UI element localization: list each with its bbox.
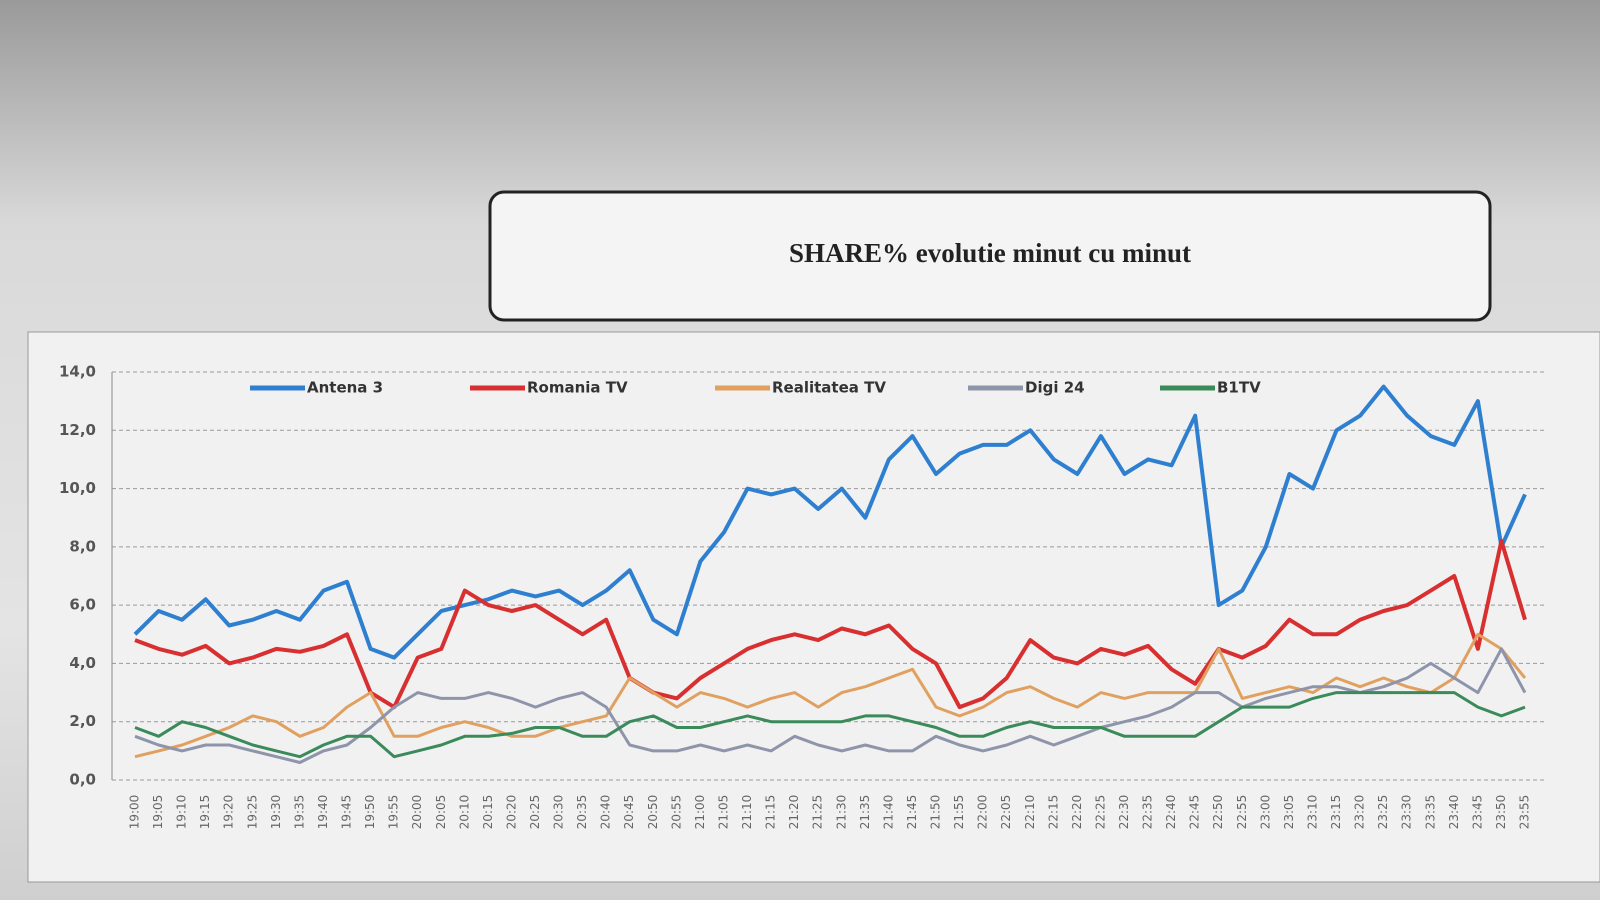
- x-tick-label: 22:20: [1070, 795, 1084, 830]
- x-tick-label: 23:25: [1376, 795, 1390, 830]
- x-tick-label: 21:45: [905, 795, 919, 830]
- x-tick-label: 19:45: [340, 795, 354, 830]
- x-tick-label: 19:10: [175, 795, 189, 830]
- y-tick-label: 0,0: [69, 771, 96, 789]
- x-tick-label: 22:25: [1093, 795, 1107, 830]
- x-tick-label: 21:20: [787, 795, 801, 830]
- series-line: [134, 539, 1527, 710]
- x-tick-label: 23:35: [1423, 795, 1437, 830]
- x-tick-label: 21:30: [834, 795, 848, 830]
- series-line: [134, 647, 1527, 764]
- x-tick-label: 21:55: [952, 795, 966, 830]
- x-tick-label: 23:20: [1353, 795, 1367, 830]
- x-tick-label: 22:45: [1188, 795, 1202, 830]
- x-tick-label: 20:45: [622, 795, 636, 830]
- chart-title: SHARE% evolutie minut cu minut: [789, 238, 1191, 268]
- x-tick-label: 22:40: [1164, 795, 1178, 830]
- series-line: [134, 691, 1526, 759]
- x-tick-label: 19:55: [387, 795, 401, 830]
- x-tick-label: 19:20: [222, 795, 236, 830]
- x-tick-label: 21:15: [764, 795, 778, 830]
- x-tick-label: 20:35: [575, 795, 589, 830]
- y-tick-label: 4,0: [69, 654, 96, 672]
- y-tick-label: 8,0: [69, 537, 96, 555]
- x-tick-label: 19:00: [128, 795, 142, 830]
- x-tick-label: 19:25: [245, 795, 259, 830]
- x-tick-label: 19:50: [363, 795, 377, 830]
- x-tick-label: 21:25: [811, 795, 825, 830]
- x-tick-label: 21:40: [881, 795, 895, 830]
- x-tick-label: 19:30: [269, 795, 283, 830]
- legend-label: Realitatea TV: [772, 379, 886, 397]
- chart-panel: [27, 331, 1600, 883]
- legend-label: B1TV: [1217, 379, 1261, 397]
- x-tick-label: 22:35: [1141, 795, 1155, 830]
- x-tick-label: 23:50: [1494, 795, 1508, 830]
- x-tick-label: 21:10: [740, 795, 754, 830]
- legend-label: Romania TV: [527, 379, 628, 397]
- x-tick-label: 20:40: [599, 795, 613, 830]
- x-tick-label: 20:10: [457, 795, 471, 830]
- x-tick-label: 21:50: [929, 795, 943, 830]
- x-tick-label: 20:20: [504, 795, 518, 830]
- x-tick-label: 19:15: [198, 795, 212, 830]
- y-tick-label: 10,0: [59, 479, 96, 497]
- y-tick-label: 6,0: [69, 596, 96, 614]
- x-tick-label: 20:25: [528, 795, 542, 830]
- legend-label: Antena 3: [307, 379, 383, 397]
- x-tick-label: 23:15: [1329, 795, 1343, 830]
- x-tick-label: 20:50: [646, 795, 660, 830]
- x-tick-label: 20:05: [434, 795, 448, 830]
- y-tick-label: 12,0: [59, 421, 96, 439]
- legend-label: Digi 24: [1025, 379, 1085, 397]
- x-tick-label: 19:05: [151, 795, 165, 830]
- x-tick-label: 20:15: [481, 795, 495, 830]
- series-line: [134, 632, 1527, 759]
- x-tick-label: 23:00: [1258, 795, 1272, 830]
- x-tick-label: 22:55: [1235, 795, 1249, 830]
- y-tick-label: 14,0: [59, 363, 96, 381]
- x-tick-label: 23:45: [1470, 795, 1484, 830]
- x-tick-label: 21:35: [858, 795, 872, 830]
- x-tick-label: 23:40: [1447, 795, 1461, 830]
- x-tick-label: 23:55: [1518, 795, 1532, 830]
- x-tick-label: 20:55: [669, 795, 683, 830]
- x-tick-label: 19:40: [316, 795, 330, 830]
- x-tick-label: 20:00: [410, 795, 424, 830]
- x-tick-label: 23:30: [1400, 795, 1414, 830]
- x-tick-label: 22:15: [1046, 795, 1060, 830]
- x-tick-label: 22:05: [999, 795, 1013, 830]
- x-tick-label: 22:30: [1117, 795, 1131, 830]
- y-tick-label: 2,0: [69, 712, 96, 730]
- x-tick-label: 22:10: [1023, 795, 1037, 830]
- x-tick-label: 21:05: [716, 795, 730, 830]
- x-tick-label: 23:05: [1282, 795, 1296, 830]
- x-tick-label: 19:35: [292, 795, 306, 830]
- x-tick-label: 21:00: [693, 795, 707, 830]
- x-tick-label: 20:30: [552, 795, 566, 830]
- series-line: [133, 384, 1527, 660]
- x-tick-label: 22:00: [976, 795, 990, 830]
- x-tick-label: 22:50: [1211, 795, 1225, 830]
- x-tick-label: 23:10: [1305, 795, 1319, 830]
- title-box: [488, 190, 1492, 322]
